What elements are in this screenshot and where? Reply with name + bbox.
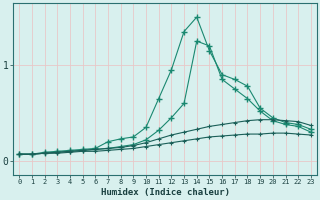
X-axis label: Humidex (Indice chaleur): Humidex (Indice chaleur) (100, 188, 229, 197)
